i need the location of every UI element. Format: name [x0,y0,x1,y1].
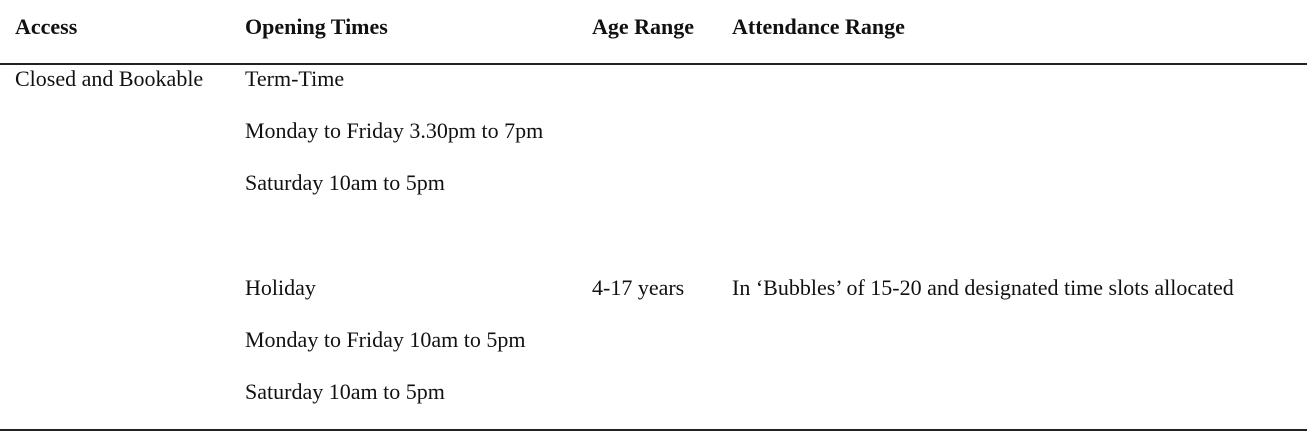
term-time-weekday: Monday to Friday 3.30pm to 7pm [245,118,544,143]
term-time-label: Term-Time [245,66,345,91]
header-access: Access [15,14,78,39]
attendance-range-value: In ‘Bubbles’ of 15-20 and designated tim… [732,275,1234,300]
header-age-range: Age Range [592,14,695,39]
header-attendance-range: Attendance Range [732,14,905,39]
header-opening-times: Opening Times [245,14,388,39]
access-value: Closed and Bookable [15,66,204,91]
holiday-weekday: Monday to Friday 10am to 5pm [245,327,526,352]
term-time-saturday: Saturday 10am to 5pm [245,170,445,195]
bottom-rule [0,429,1307,431]
header-rule [0,63,1307,65]
holiday-saturday: Saturday 10am to 5pm [245,379,445,404]
age-range-value: 4-17 years [592,275,685,300]
holiday-label: Holiday [245,275,316,300]
